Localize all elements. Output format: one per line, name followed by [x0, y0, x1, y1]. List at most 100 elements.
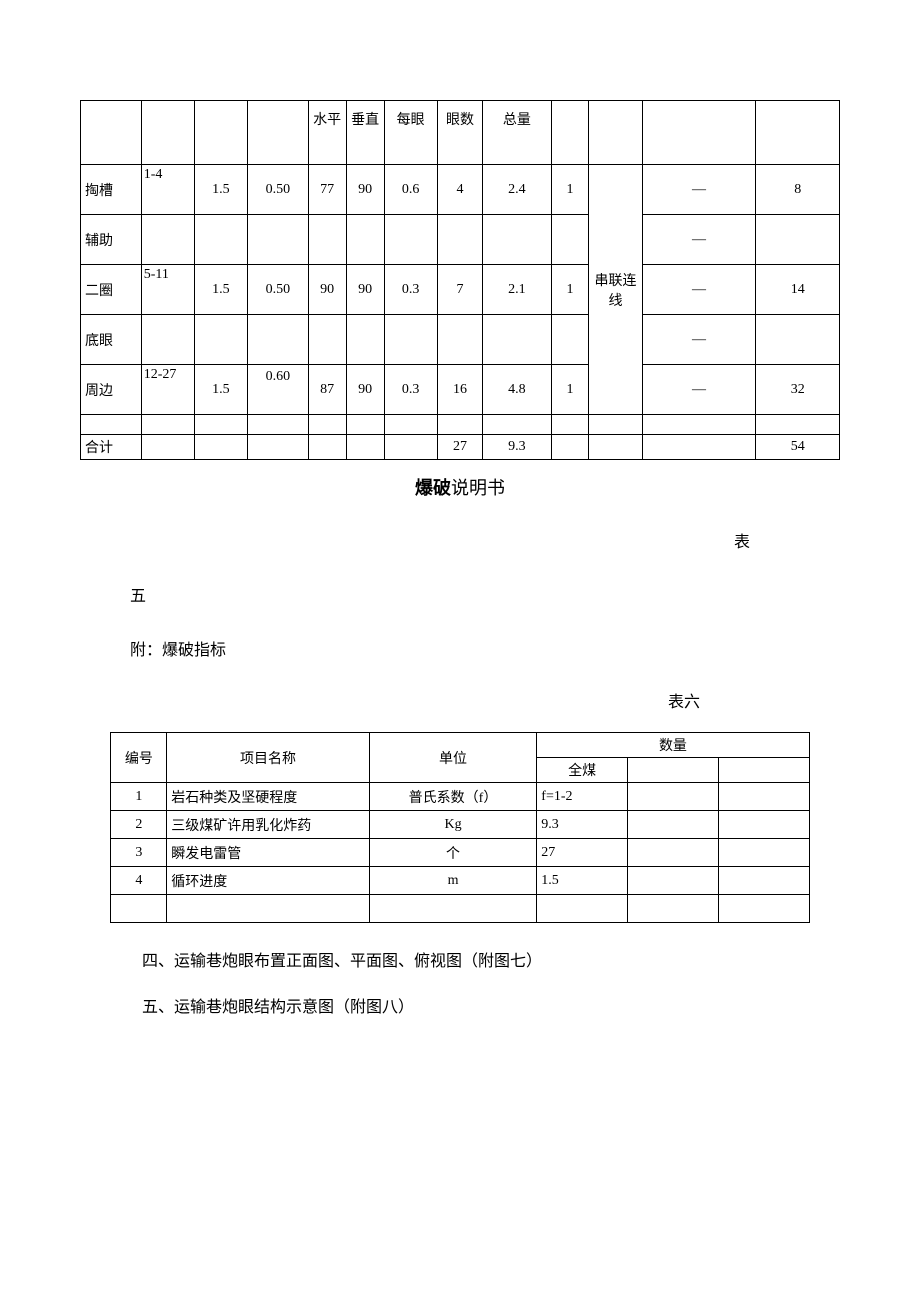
col-header: 数量	[537, 733, 809, 758]
table-row: 编号 项目名称 单位 数量	[111, 733, 809, 758]
cell	[384, 215, 437, 265]
cell	[756, 315, 840, 365]
paragraph: 四、运输巷炮眼布置正面图、平面图、俯视图（附图七）	[80, 947, 840, 971]
cell	[346, 315, 384, 365]
table-row	[81, 415, 840, 435]
cell: 二圈	[81, 265, 142, 315]
cell	[194, 215, 247, 265]
cell: 9.3	[537, 811, 628, 839]
title-rest: 说明书	[451, 478, 505, 498]
cell: 87	[308, 365, 346, 415]
cell: 2.4	[483, 165, 551, 215]
cell	[756, 215, 840, 265]
table-row: 4 循环进度 m 1.5	[111, 867, 809, 895]
cell: 14	[756, 265, 840, 315]
cell: 1.5	[194, 365, 247, 415]
col-header: 眼数	[437, 101, 483, 165]
cell: 合计	[81, 435, 142, 460]
cell: 8	[756, 165, 840, 215]
cell: —	[642, 215, 756, 265]
cell	[308, 315, 346, 365]
cell: 掏槽	[81, 165, 142, 215]
cell	[384, 315, 437, 365]
cell: 90	[308, 265, 346, 315]
table-row: 辅助 —	[81, 215, 840, 265]
cell: 0.60	[247, 365, 308, 415]
cell: 循环进度	[167, 867, 369, 895]
cell: 7	[437, 265, 483, 315]
cell: 9.3	[483, 435, 551, 460]
table-row: 2 三级煤矿许用乳化炸药 Kg 9.3	[111, 811, 809, 839]
cell: 27	[537, 839, 628, 867]
table-blasting-params: 水平 垂直 每眼 眼数 总量 掏槽 1-4 1.5 0.50 77 90 0.6…	[80, 100, 840, 460]
cell: 1	[551, 265, 589, 315]
cell	[194, 315, 247, 365]
col-header: 全煤	[537, 758, 628, 783]
cell: 0.50	[247, 165, 308, 215]
col-header: 项目名称	[167, 733, 369, 783]
cell: —	[642, 365, 756, 415]
cell: 12-27	[141, 365, 194, 415]
cell: —	[642, 265, 756, 315]
section-title: 爆破说明书	[80, 474, 840, 500]
cell: 岩石种类及坚硬程度	[167, 783, 369, 811]
cell: 3	[111, 839, 167, 867]
cell: 32	[756, 365, 840, 415]
cell: 77	[308, 165, 346, 215]
title-bold: 爆破	[415, 478, 451, 498]
cell: —	[642, 315, 756, 365]
cell: 普氏系数（f）	[369, 783, 537, 811]
cell: 1	[111, 783, 167, 811]
cell: 0.6	[384, 165, 437, 215]
table-row: 底眼 —	[81, 315, 840, 365]
cell	[247, 215, 308, 265]
col-header: 编号	[111, 733, 167, 783]
table-row: 水平 垂直 每眼 眼数 总量	[81, 101, 840, 165]
table-blasting-index: 编号 项目名称 单位 数量 全煤 1 岩石种类及坚硬程度 普氏系数（f） f=1…	[110, 732, 809, 923]
cell	[346, 215, 384, 265]
cell: 0.3	[384, 265, 437, 315]
label-appendix: 附：爆破指标	[80, 636, 840, 660]
cell: 2	[111, 811, 167, 839]
col-header: 单位	[369, 733, 537, 783]
col-header: 每眼	[384, 101, 437, 165]
cell	[141, 315, 194, 365]
cell: 5-11	[141, 265, 194, 315]
cell: 90	[346, 165, 384, 215]
col-header: 总量	[483, 101, 551, 165]
label-table: 表	[80, 528, 840, 552]
cell: 辅助	[81, 215, 142, 265]
cell: 1	[551, 365, 589, 415]
cell: 90	[346, 365, 384, 415]
cell	[483, 315, 551, 365]
table-row: 1 岩石种类及坚硬程度 普氏系数（f） f=1-2	[111, 783, 809, 811]
cell: 90	[346, 265, 384, 315]
cell: 1	[551, 165, 589, 215]
table-row: 掏槽 1-4 1.5 0.50 77 90 0.6 4 2.4 1 串联连线 —…	[81, 165, 840, 215]
table-row: 3 瞬发电雷管 个 27	[111, 839, 809, 867]
cell	[551, 215, 589, 265]
cell: 个	[369, 839, 537, 867]
cell: 1-4	[141, 165, 194, 215]
cell	[437, 315, 483, 365]
cell	[247, 315, 308, 365]
col-header: 水平	[308, 101, 346, 165]
cell	[551, 315, 589, 365]
cell: 底眼	[81, 315, 142, 365]
cell	[437, 215, 483, 265]
cell: m	[369, 867, 537, 895]
table-row	[111, 895, 809, 923]
cell	[308, 215, 346, 265]
table-row-total: 合计 27 9.3 54	[81, 435, 840, 460]
cell: 4	[437, 165, 483, 215]
table-row: 二圈 5-11 1.5 0.50 90 90 0.3 7 2.1 1 — 14	[81, 265, 840, 315]
cell: 0.3	[384, 365, 437, 415]
cell: 54	[756, 435, 840, 460]
cell: 4	[111, 867, 167, 895]
label-table6: 表六	[80, 688, 840, 712]
cell: 4.8	[483, 365, 551, 415]
cell: 周边	[81, 365, 142, 415]
cell: 27	[437, 435, 483, 460]
cell	[483, 215, 551, 265]
cell: Kg	[369, 811, 537, 839]
